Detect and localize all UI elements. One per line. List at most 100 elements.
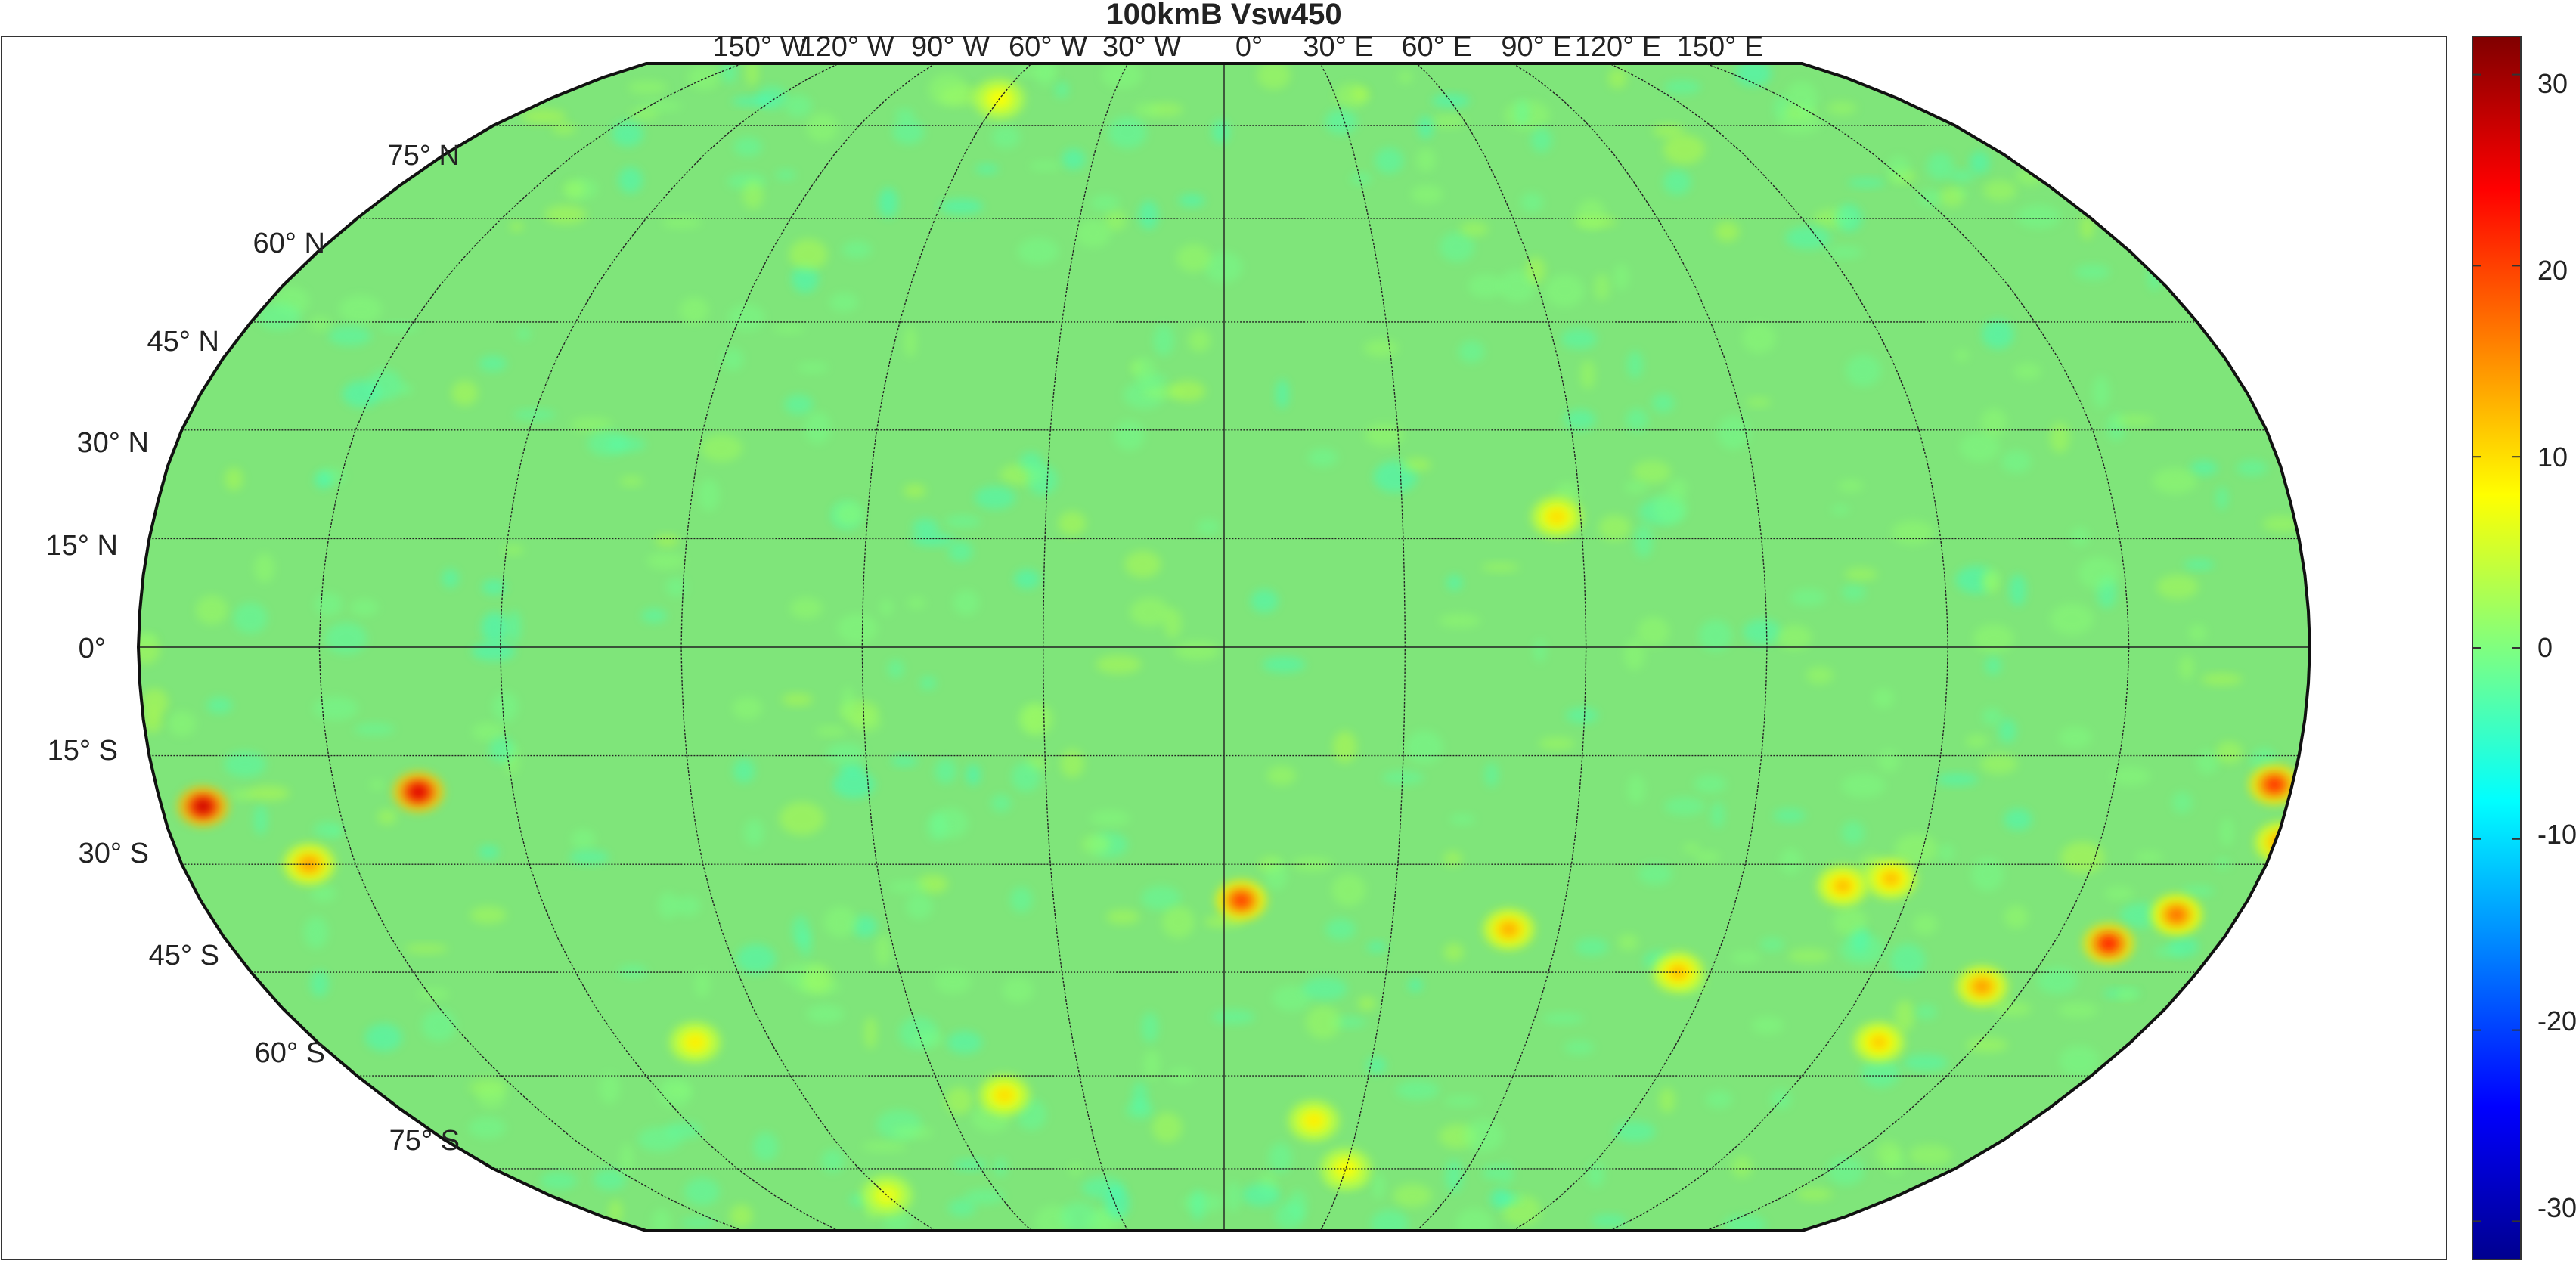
- field-patch: [966, 764, 981, 786]
- field-patch: [1170, 380, 1206, 401]
- field-patch: [1530, 128, 1552, 153]
- field-patch: [224, 751, 267, 778]
- hotspot: [1973, 979, 1992, 994]
- field-patch: [1759, 937, 1785, 951]
- lon-label-90e: 90° E: [1501, 31, 1571, 63]
- field-patch: [784, 394, 814, 415]
- field-patch: [1694, 775, 1727, 794]
- field-patch: [367, 370, 403, 401]
- field-patch: [1840, 934, 1885, 965]
- field-patch: [2181, 885, 2215, 897]
- field-patch: [1613, 264, 1629, 290]
- field-patch: [1060, 748, 1084, 778]
- field-patch: [1637, 616, 1669, 647]
- field-patch: [1449, 813, 1476, 825]
- field-patch: [1096, 655, 1142, 674]
- field-patch: [628, 80, 668, 95]
- field-patch: [1022, 703, 1053, 736]
- field-patch: [2074, 264, 2110, 280]
- field-patch: [1608, 67, 1627, 89]
- colorbar-tick-marks: [2472, 73, 2521, 1222]
- field-patch: [1873, 688, 1894, 708]
- field-patch: [1876, 1141, 1902, 1166]
- field-patch: [834, 502, 863, 527]
- field-patch: [1919, 189, 1943, 206]
- field-patch: [646, 552, 686, 569]
- lon-label-120w: 120° W: [799, 31, 894, 63]
- field-patch: [1894, 999, 1915, 1032]
- field-patch: [2004, 808, 2032, 831]
- field-patch: [1895, 834, 1938, 865]
- field-patch: [953, 590, 979, 615]
- field-patch: [742, 180, 764, 209]
- field-patch: [1325, 109, 1357, 135]
- field-patch: [1801, 102, 1815, 115]
- field-patch: [1913, 914, 1938, 935]
- field-patch: [1438, 614, 1480, 627]
- field-patch: [1162, 906, 1195, 938]
- field-patch: [618, 166, 643, 194]
- field-patch: [1790, 589, 1827, 606]
- field-patch: [620, 1142, 634, 1176]
- field-patch: [1375, 147, 1403, 174]
- field-patch: [721, 64, 737, 84]
- field-patch: [619, 476, 643, 487]
- field-patch: [492, 692, 518, 722]
- field-patch: [477, 1085, 506, 1108]
- field-patch: [1545, 274, 1585, 307]
- colorbar-tick-neg10: -10: [2537, 819, 2576, 850]
- field-patch: [310, 970, 329, 997]
- field-patch: [1890, 943, 1926, 978]
- field-patch: [680, 297, 709, 324]
- field-patch: [570, 417, 613, 432]
- field-patch: [1796, 1188, 1833, 1201]
- field-patch: [2013, 363, 2041, 380]
- field-patch: [1831, 504, 1849, 515]
- field-patch: [1778, 112, 1821, 134]
- field-patch: [2058, 1002, 2098, 1018]
- field-patch: [510, 222, 524, 231]
- lat-label-0: 0°: [79, 633, 106, 665]
- field-patch: [1242, 1183, 1281, 1207]
- field-patch: [1710, 801, 1725, 828]
- field-patch: [1966, 1037, 2008, 1052]
- field-patch: [1446, 575, 1463, 591]
- field-patch: [365, 1023, 402, 1052]
- field-patch: [1861, 1058, 1900, 1088]
- lat-label-60n: 60° N: [253, 228, 325, 259]
- field-patch: [948, 541, 973, 562]
- field-patch: [935, 758, 956, 784]
- field-patch: [2113, 414, 2156, 426]
- field-patch: [1594, 273, 1610, 301]
- field-patch: [1018, 237, 1059, 265]
- field-patch: [1654, 491, 1688, 524]
- field-patch: [790, 597, 823, 619]
- field-patch: [1965, 735, 1989, 748]
- field-patch: [233, 603, 268, 634]
- field-patch: [1262, 656, 1306, 673]
- field-patch: [2050, 603, 2094, 635]
- field-patch: [1124, 550, 1161, 578]
- field-patch: [1058, 511, 1087, 536]
- field-patch: [863, 1016, 877, 1049]
- axes-frame: [1, 36, 2447, 1260]
- field-patch: [1936, 773, 1979, 786]
- field-patch: [1204, 252, 1243, 283]
- field-patch: [1731, 1156, 1753, 1178]
- field-patch: [637, 1126, 683, 1152]
- field-patch: [637, 101, 682, 111]
- field-patch: [1411, 185, 1443, 204]
- field-patch: [1003, 977, 1034, 1003]
- field-patch: [2120, 903, 2162, 928]
- field-patch: [1624, 639, 1645, 671]
- field-patch: [733, 696, 762, 720]
- field-patch: [991, 125, 1021, 149]
- field-patch: [1104, 1187, 1130, 1219]
- field-patch: [1197, 519, 1220, 535]
- field-patch: [674, 896, 701, 916]
- field-patch: [1878, 749, 1900, 772]
- field-patch: [1307, 448, 1338, 467]
- field-patch: [2071, 528, 2089, 546]
- field-patch: [1114, 420, 1145, 451]
- hotspot: [995, 1088, 1014, 1103]
